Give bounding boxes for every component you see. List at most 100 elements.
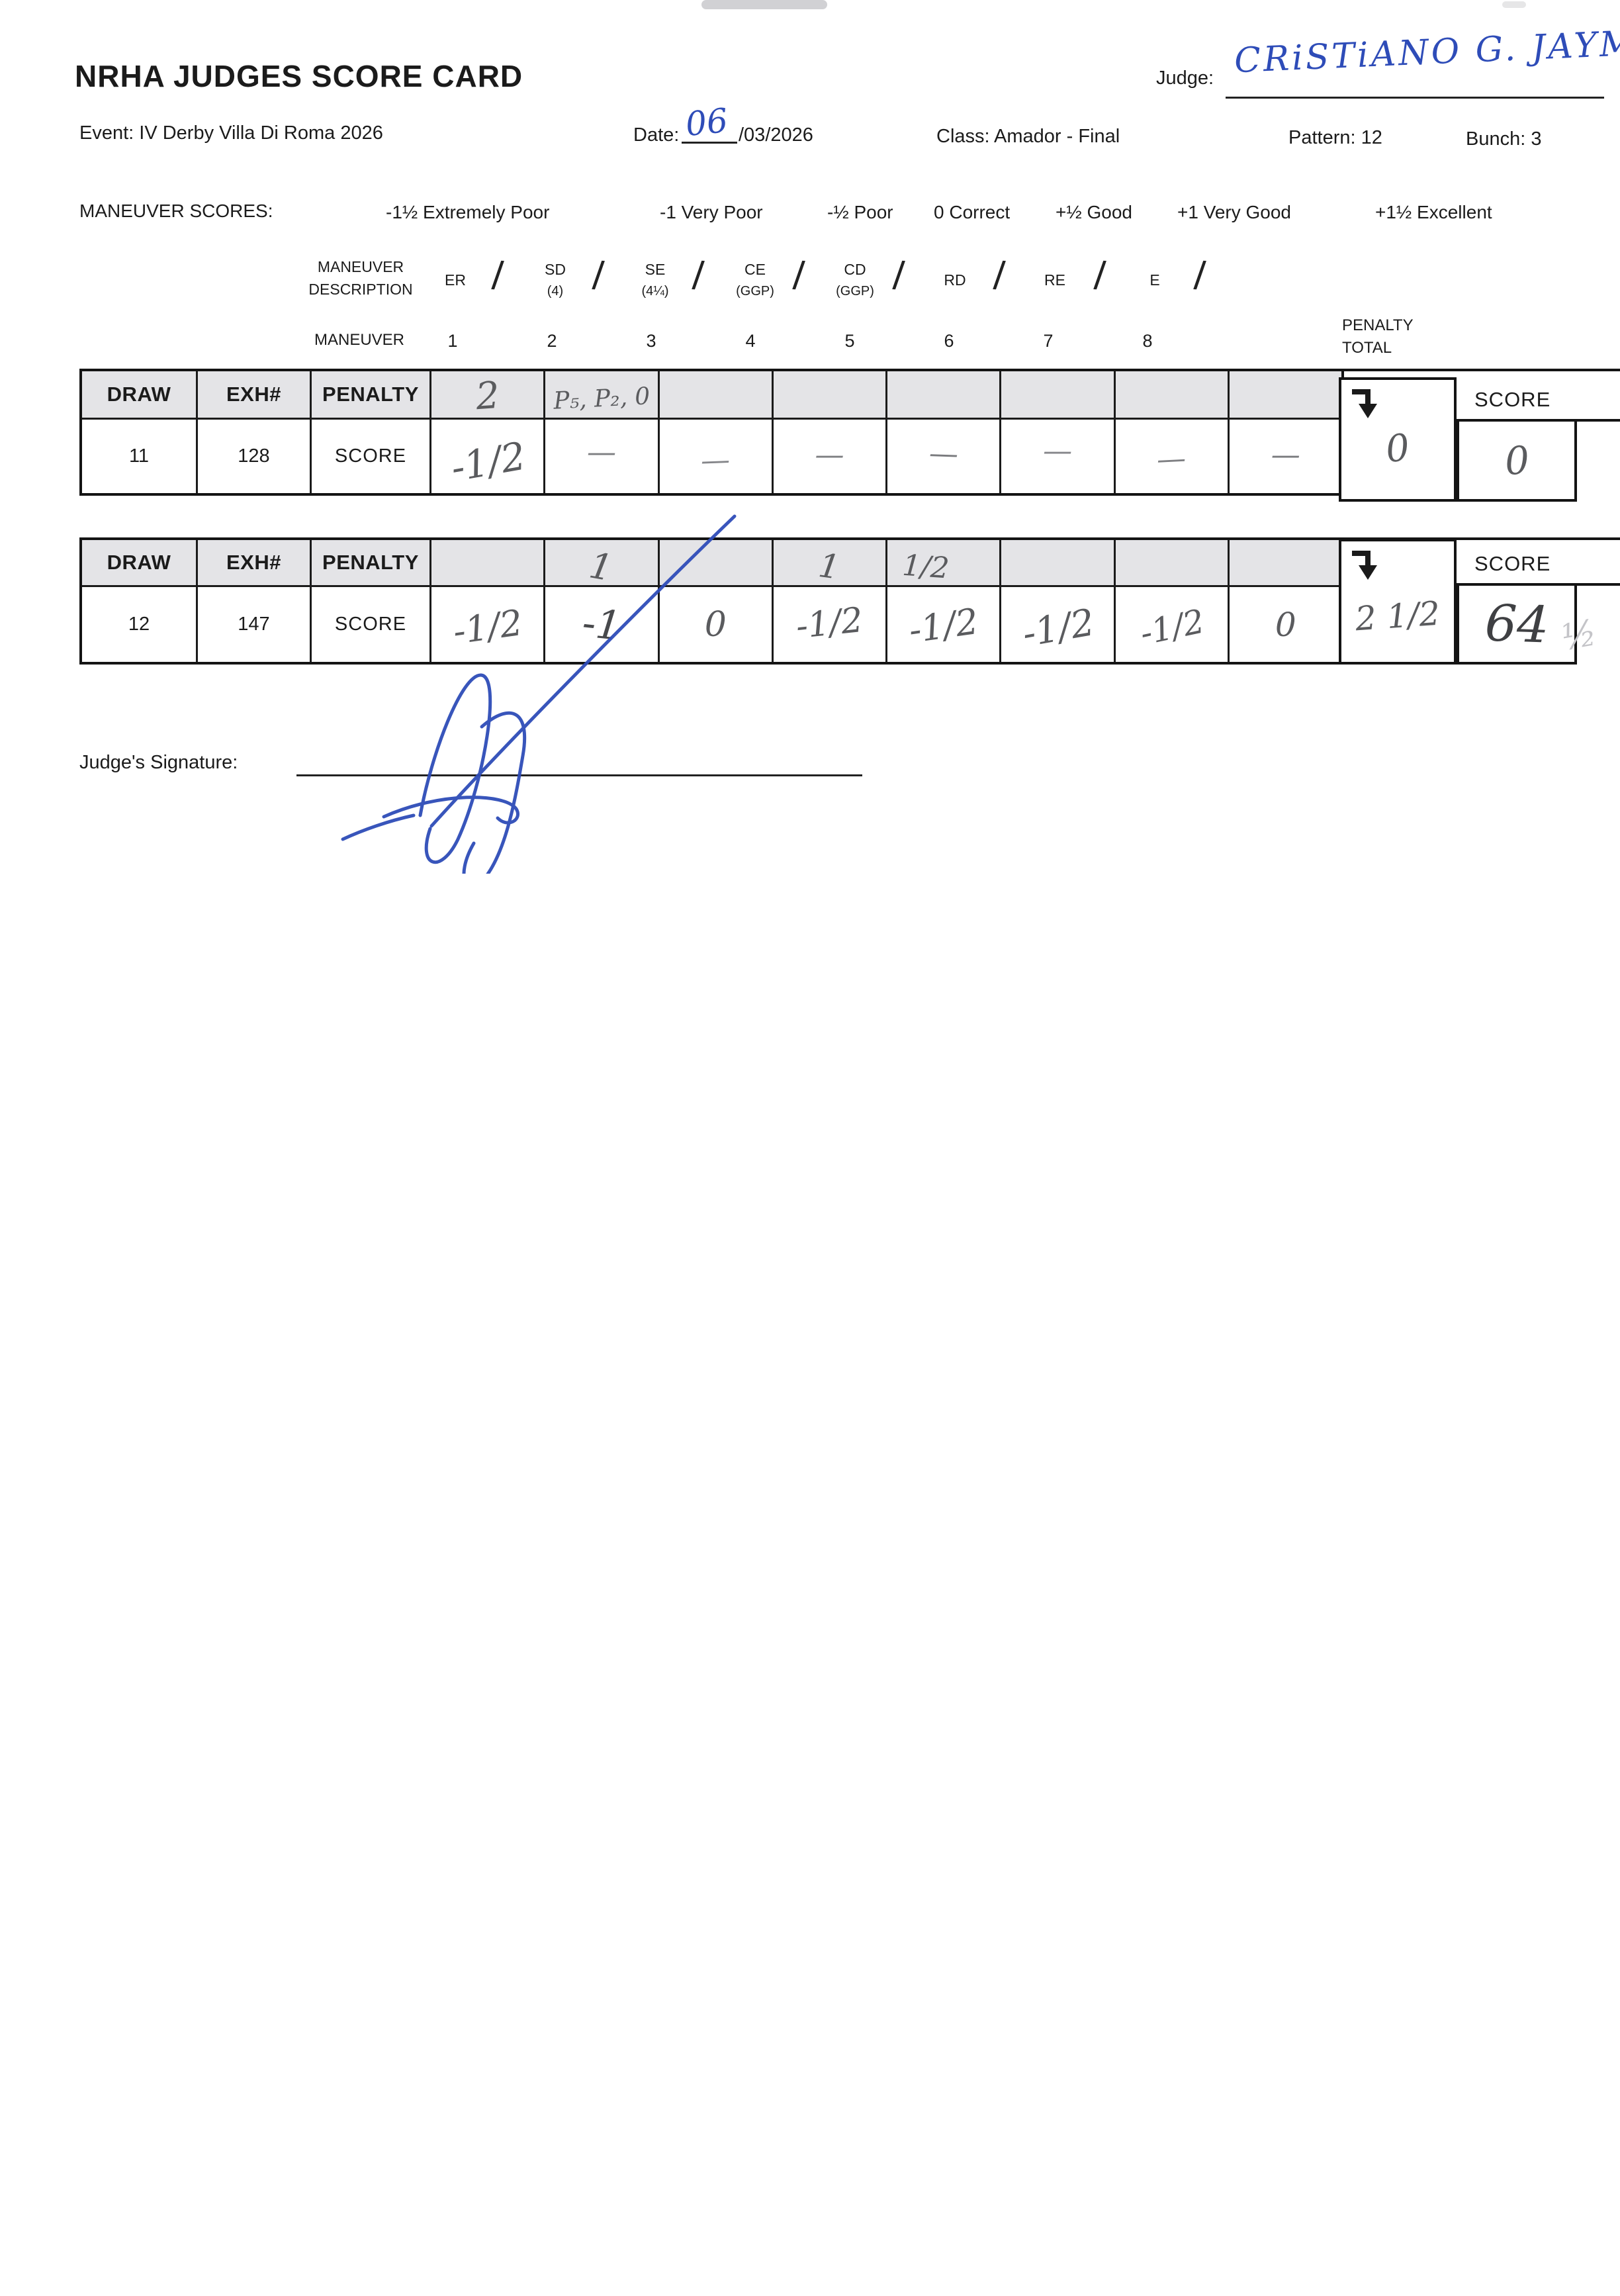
handwritten-score: — bbox=[1043, 434, 1073, 468]
handwritten-score: -1/2 bbox=[793, 600, 865, 647]
code-text: SE bbox=[645, 261, 666, 278]
maneuver-code-2: SD (4) bbox=[512, 259, 598, 302]
handwritten-score: -1/2 bbox=[1018, 600, 1098, 656]
draw-header: DRAW bbox=[82, 371, 196, 418]
legend-extremely-poor: -1½ Extremely Poor bbox=[386, 202, 550, 222]
penalty-cell-m6 bbox=[999, 540, 1114, 585]
draw-header: DRAW bbox=[82, 540, 196, 585]
legend-excellent: +1½ Excellent bbox=[1375, 202, 1492, 222]
slash-separator: / bbox=[591, 253, 606, 298]
slash-separator: / bbox=[691, 253, 705, 298]
judge-label: Judge: bbox=[1156, 68, 1214, 89]
handwritten-score: — bbox=[700, 443, 731, 478]
penalty-cell-m1 bbox=[429, 540, 544, 585]
date-day-handwritten: 06 bbox=[684, 101, 730, 144]
handwritten-score: 0 bbox=[1275, 605, 1296, 644]
code-sub: (4) bbox=[547, 284, 564, 298]
handwritten-penalty-total: 2 1/2 bbox=[1354, 594, 1441, 639]
maneuver-number-5: 5 bbox=[844, 331, 855, 351]
maneuver-number-2: 2 bbox=[547, 331, 557, 351]
score-cell-m7: — bbox=[1113, 418, 1228, 493]
handwritten-score: — bbox=[586, 436, 616, 469]
score-cell-m1: -1/2 bbox=[429, 418, 544, 493]
page-title: NRHA JUDGES SCORE CARD bbox=[75, 59, 523, 93]
maneuver-code-7: RE bbox=[1012, 270, 1098, 291]
handwritten-score: -1/2 bbox=[447, 433, 529, 490]
penalty-cell-m5 bbox=[885, 371, 1000, 418]
event-text: Event: IV Derby Villa Di Roma 2026 bbox=[79, 122, 383, 144]
score-box-1: 0 bbox=[1457, 419, 1577, 502]
run-table-1: DRAW EXH# PENALTY 2 P₅, P₂, 0 11 128 SCO… bbox=[79, 369, 1345, 496]
penalty-cell-m4: 1 bbox=[771, 540, 886, 587]
code-sub: (4¼) bbox=[641, 284, 669, 298]
maneuver-description-label-1: MANEUVER bbox=[317, 258, 404, 275]
exh-value: 128 bbox=[196, 418, 310, 493]
penalty-cell-m8 bbox=[1228, 540, 1342, 585]
handwritten-penalty: 1 bbox=[815, 546, 842, 587]
score-row-label: SCORE bbox=[310, 585, 429, 662]
maneuver-description-label-2: DESCRIPTION bbox=[308, 281, 413, 298]
penalty-cell-m7 bbox=[1113, 540, 1228, 585]
legend-correct: 0 Correct bbox=[934, 202, 1011, 222]
penalty-cell-m8 bbox=[1228, 371, 1342, 418]
maneuver-number-4: 4 bbox=[745, 331, 756, 351]
legend-very-poor: -1 Very Poor bbox=[660, 202, 763, 222]
maneuver-number-1: 1 bbox=[447, 331, 458, 351]
maneuver-code-8: E bbox=[1112, 270, 1198, 291]
maneuver-code-4: CE (GGP) bbox=[712, 259, 798, 302]
penalty-cell-m2: 1 bbox=[543, 540, 658, 589]
date-label: Date: bbox=[633, 124, 680, 146]
penalty-cell-m1: 2 bbox=[429, 371, 544, 418]
handwritten-score: — bbox=[815, 438, 844, 472]
code-text: RD bbox=[944, 271, 966, 289]
slash-separator: / bbox=[791, 253, 806, 298]
score-cell-m2: -1 bbox=[543, 585, 658, 662]
signature-line bbox=[296, 774, 862, 776]
maneuver-number-6: 6 bbox=[944, 331, 954, 351]
handwritten-penalty: 1/2 bbox=[901, 548, 951, 586]
penalty-cell-m7 bbox=[1113, 371, 1228, 418]
date-rest: /03/2026 bbox=[739, 124, 813, 146]
handwritten-score: — bbox=[1271, 438, 1300, 472]
score-cell-m5: — bbox=[885, 418, 1000, 493]
penalty-total-box-1: 0 bbox=[1339, 377, 1457, 502]
handwritten-penalty: P₅, P₂, 0 bbox=[553, 382, 651, 415]
code-text: ER bbox=[445, 271, 466, 289]
judge-signature-label: Judge's Signature: bbox=[79, 752, 238, 773]
down-corner-arrow-icon bbox=[1349, 387, 1378, 424]
score-cell-m1: -1/2 bbox=[429, 585, 544, 662]
judge-underline bbox=[1226, 97, 1604, 99]
code-text: CE bbox=[744, 261, 766, 278]
code-text: E bbox=[1149, 271, 1160, 289]
penalty-cell-m5: 1/2 bbox=[885, 540, 1000, 586]
maneuver-number-7: 7 bbox=[1043, 331, 1054, 351]
score-cell-m4: -1/2 bbox=[771, 585, 886, 662]
handwritten-penalty-total: 0 bbox=[1383, 426, 1412, 472]
handwritten-score: — bbox=[1156, 441, 1187, 477]
score-cell-m4: — bbox=[771, 418, 886, 493]
handwritten-final-score: 64 bbox=[1484, 593, 1550, 655]
code-sub: (GGP) bbox=[736, 284, 774, 298]
score-cell-m6: — bbox=[999, 418, 1114, 493]
slash-separator: / bbox=[891, 253, 906, 298]
scan-artifact bbox=[1502, 1, 1526, 8]
maneuver-number-8: 8 bbox=[1142, 331, 1153, 351]
pattern-text: Pattern: 12 bbox=[1288, 127, 1382, 148]
score-box-label-2: SCORE bbox=[1474, 552, 1551, 575]
draw-value: 12 bbox=[82, 585, 196, 662]
handwritten-penalty: 2 bbox=[474, 373, 501, 418]
slash-separator: / bbox=[992, 253, 1007, 298]
code-sub: (GGP) bbox=[836, 284, 874, 298]
exh-value: 147 bbox=[196, 585, 310, 662]
handwritten-score: -1/2 bbox=[906, 600, 981, 651]
scan-artifact bbox=[701, 0, 827, 9]
slash-separator: / bbox=[1093, 253, 1107, 298]
legend-poor: -½ Poor bbox=[827, 202, 893, 222]
score-cell-m3: — bbox=[657, 418, 772, 493]
penalty-header: PENALTY bbox=[310, 371, 429, 418]
legend-good: +½ Good bbox=[1056, 202, 1132, 222]
handwritten-score: 0 bbox=[704, 604, 727, 645]
score-cell-m6: -1/2 bbox=[999, 585, 1114, 662]
legend-very-good: +1 Very Good bbox=[1177, 202, 1292, 222]
